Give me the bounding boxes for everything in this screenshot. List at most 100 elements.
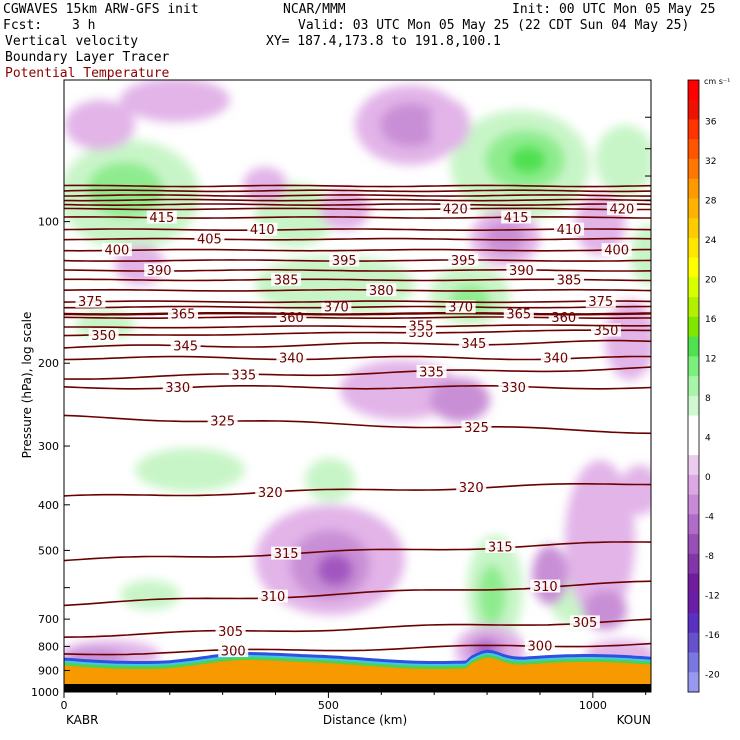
x-tick-label: 500: [318, 699, 339, 712]
theta-contour-350: [64, 329, 651, 337]
contour-label-315: 315: [488, 540, 513, 555]
theta-contour-line: [64, 198, 651, 202]
theta-contour-315: [64, 541, 651, 562]
contour-label-305: 305: [218, 625, 243, 640]
contour-label-395: 395: [332, 254, 357, 269]
theta-contour-line: [64, 184, 651, 188]
theta-contour-420: [64, 207, 651, 211]
contour-label-340: 340: [543, 352, 568, 367]
theta-contour-400: [64, 248, 651, 252]
contour-label-415: 415: [504, 211, 529, 226]
contour-label-325: 325: [210, 415, 235, 430]
distance-axis: 0 500 1000: [61, 692, 647, 712]
colorbar-swatch: [688, 297, 699, 318]
contour-label-bg: [416, 364, 447, 378]
contour-label-400: 400: [104, 244, 129, 259]
colorbar-swatch: [688, 237, 699, 259]
contour-label-410: 410: [250, 223, 275, 238]
y-tick-label: 900: [38, 664, 59, 677]
y-tick-label: 300: [38, 440, 59, 453]
cross-section-endpoints: XY= 187.4,173.8 to 191.8,100.1: [266, 34, 501, 49]
contour-label-385: 385: [557, 273, 582, 288]
theta-contour-365: [64, 312, 651, 316]
contour-label-390: 390: [147, 264, 172, 279]
theta-contour-line: [64, 194, 651, 197]
contour-label-bg: [255, 485, 286, 499]
theta-contour-370: [64, 305, 651, 309]
contour-label-400: 400: [604, 244, 629, 259]
y-tick-label: 800: [38, 640, 59, 653]
contour-label-bg: [207, 414, 238, 428]
contour-label-350: 350: [594, 324, 619, 339]
colorbar-swatch: [688, 613, 699, 634]
contour-label-390: 390: [509, 264, 534, 279]
organization-label: NCAR/MMM: [283, 2, 346, 17]
colorbar-swatch: [688, 277, 699, 298]
contour-label-335: 335: [419, 365, 444, 380]
colorbar: 36 32 28 24 20 16 12 8 4 0 -4 -8 -12 -16 -20: [687, 79, 720, 693]
left-endpoint-station: KABR: [66, 713, 98, 727]
contour-label-330: 330: [501, 381, 526, 396]
forecast-label: Fcst:: [3, 18, 43, 33]
colorbar-label: -8: [705, 552, 714, 562]
colorbar-frame: [687, 79, 700, 693]
contour-label-370: 370: [324, 301, 349, 316]
colorbar-swatch: [688, 158, 699, 180]
x-axis-label: Distance (km): [323, 713, 407, 727]
contour-label-bg: [591, 323, 622, 337]
contour-label-385: 385: [274, 273, 299, 288]
colorbar-swatch: [688, 99, 699, 120]
init-time: Init: 00 UTC Mon 05 May 25: [512, 2, 716, 17]
right-endpoint-station: KOUN: [617, 713, 651, 727]
plot-frame: [63, 79, 652, 693]
colorbar-swatch: [688, 218, 699, 239]
y-tick-label: 1000: [31, 686, 59, 699]
colorbar-label: 28: [705, 196, 717, 206]
colorbar-swatch: [688, 534, 699, 555]
contour-label-bg: [601, 243, 632, 257]
field-vertical-velocity: Vertical velocity: [5, 34, 139, 49]
contour-label-bg: [194, 232, 225, 246]
contour-label-340: 340: [279, 352, 304, 367]
colorbar-label: -12: [705, 591, 720, 601]
contour-label-410: 410: [557, 223, 582, 238]
contour-label-bg: [162, 380, 193, 394]
contour-label-bg: [366, 283, 397, 297]
theta-contour-335: [64, 366, 651, 380]
colorbar-unit: cm s⁻¹: [704, 77, 730, 86]
contour-label-bg: [485, 539, 516, 553]
theta-contour-410: [64, 228, 651, 231]
terrain-boundary-layer: [64, 649, 651, 692]
contour-label-405: 405: [197, 233, 222, 248]
colorbar-swatch: [688, 672, 699, 693]
colorbar-swatch: [688, 395, 699, 417]
colorbar-label: -16: [705, 631, 720, 641]
colorbar-swatch: [688, 593, 699, 614]
contour-label-bg: [271, 272, 302, 286]
contour-label-bg: [215, 624, 246, 638]
contour-label-bg: [170, 339, 201, 353]
colorbar-swatch: [688, 435, 699, 456]
x-tick-label: 0: [61, 699, 68, 712]
theta-contour-375: [64, 300, 651, 304]
colorbar-label: 12: [705, 354, 716, 364]
colorbar-swatch: [688, 455, 699, 476]
contour-label-bg: [75, 294, 106, 308]
theta-contour-line: [64, 189, 651, 193]
contour-label-380: 380: [369, 284, 394, 299]
potential-temperature-contours: 300 300 305 305 310 310 315 315 320 320 325 325 330 3…: [64, 184, 651, 660]
theta-contour-325: [64, 414, 651, 435]
contour-label-315: 315: [274, 547, 299, 562]
contour-label-bg: [530, 579, 561, 593]
colorbar-label: 20: [705, 275, 717, 285]
contour-label-bg: [585, 294, 616, 308]
pressure-axis: 100 200 300 400 500 700 800 900 1000: [31, 116, 651, 699]
y-tick-label: 100: [38, 216, 59, 229]
forecast-hours: 3 h: [72, 18, 96, 33]
contour-label-345: 345: [173, 340, 198, 355]
contour-label-bg: [456, 480, 487, 494]
contour-label-bg: [569, 615, 600, 629]
contour-label-bg: [88, 328, 119, 342]
theta-contour-305: [64, 618, 651, 638]
contour-label-bg: [144, 263, 175, 277]
